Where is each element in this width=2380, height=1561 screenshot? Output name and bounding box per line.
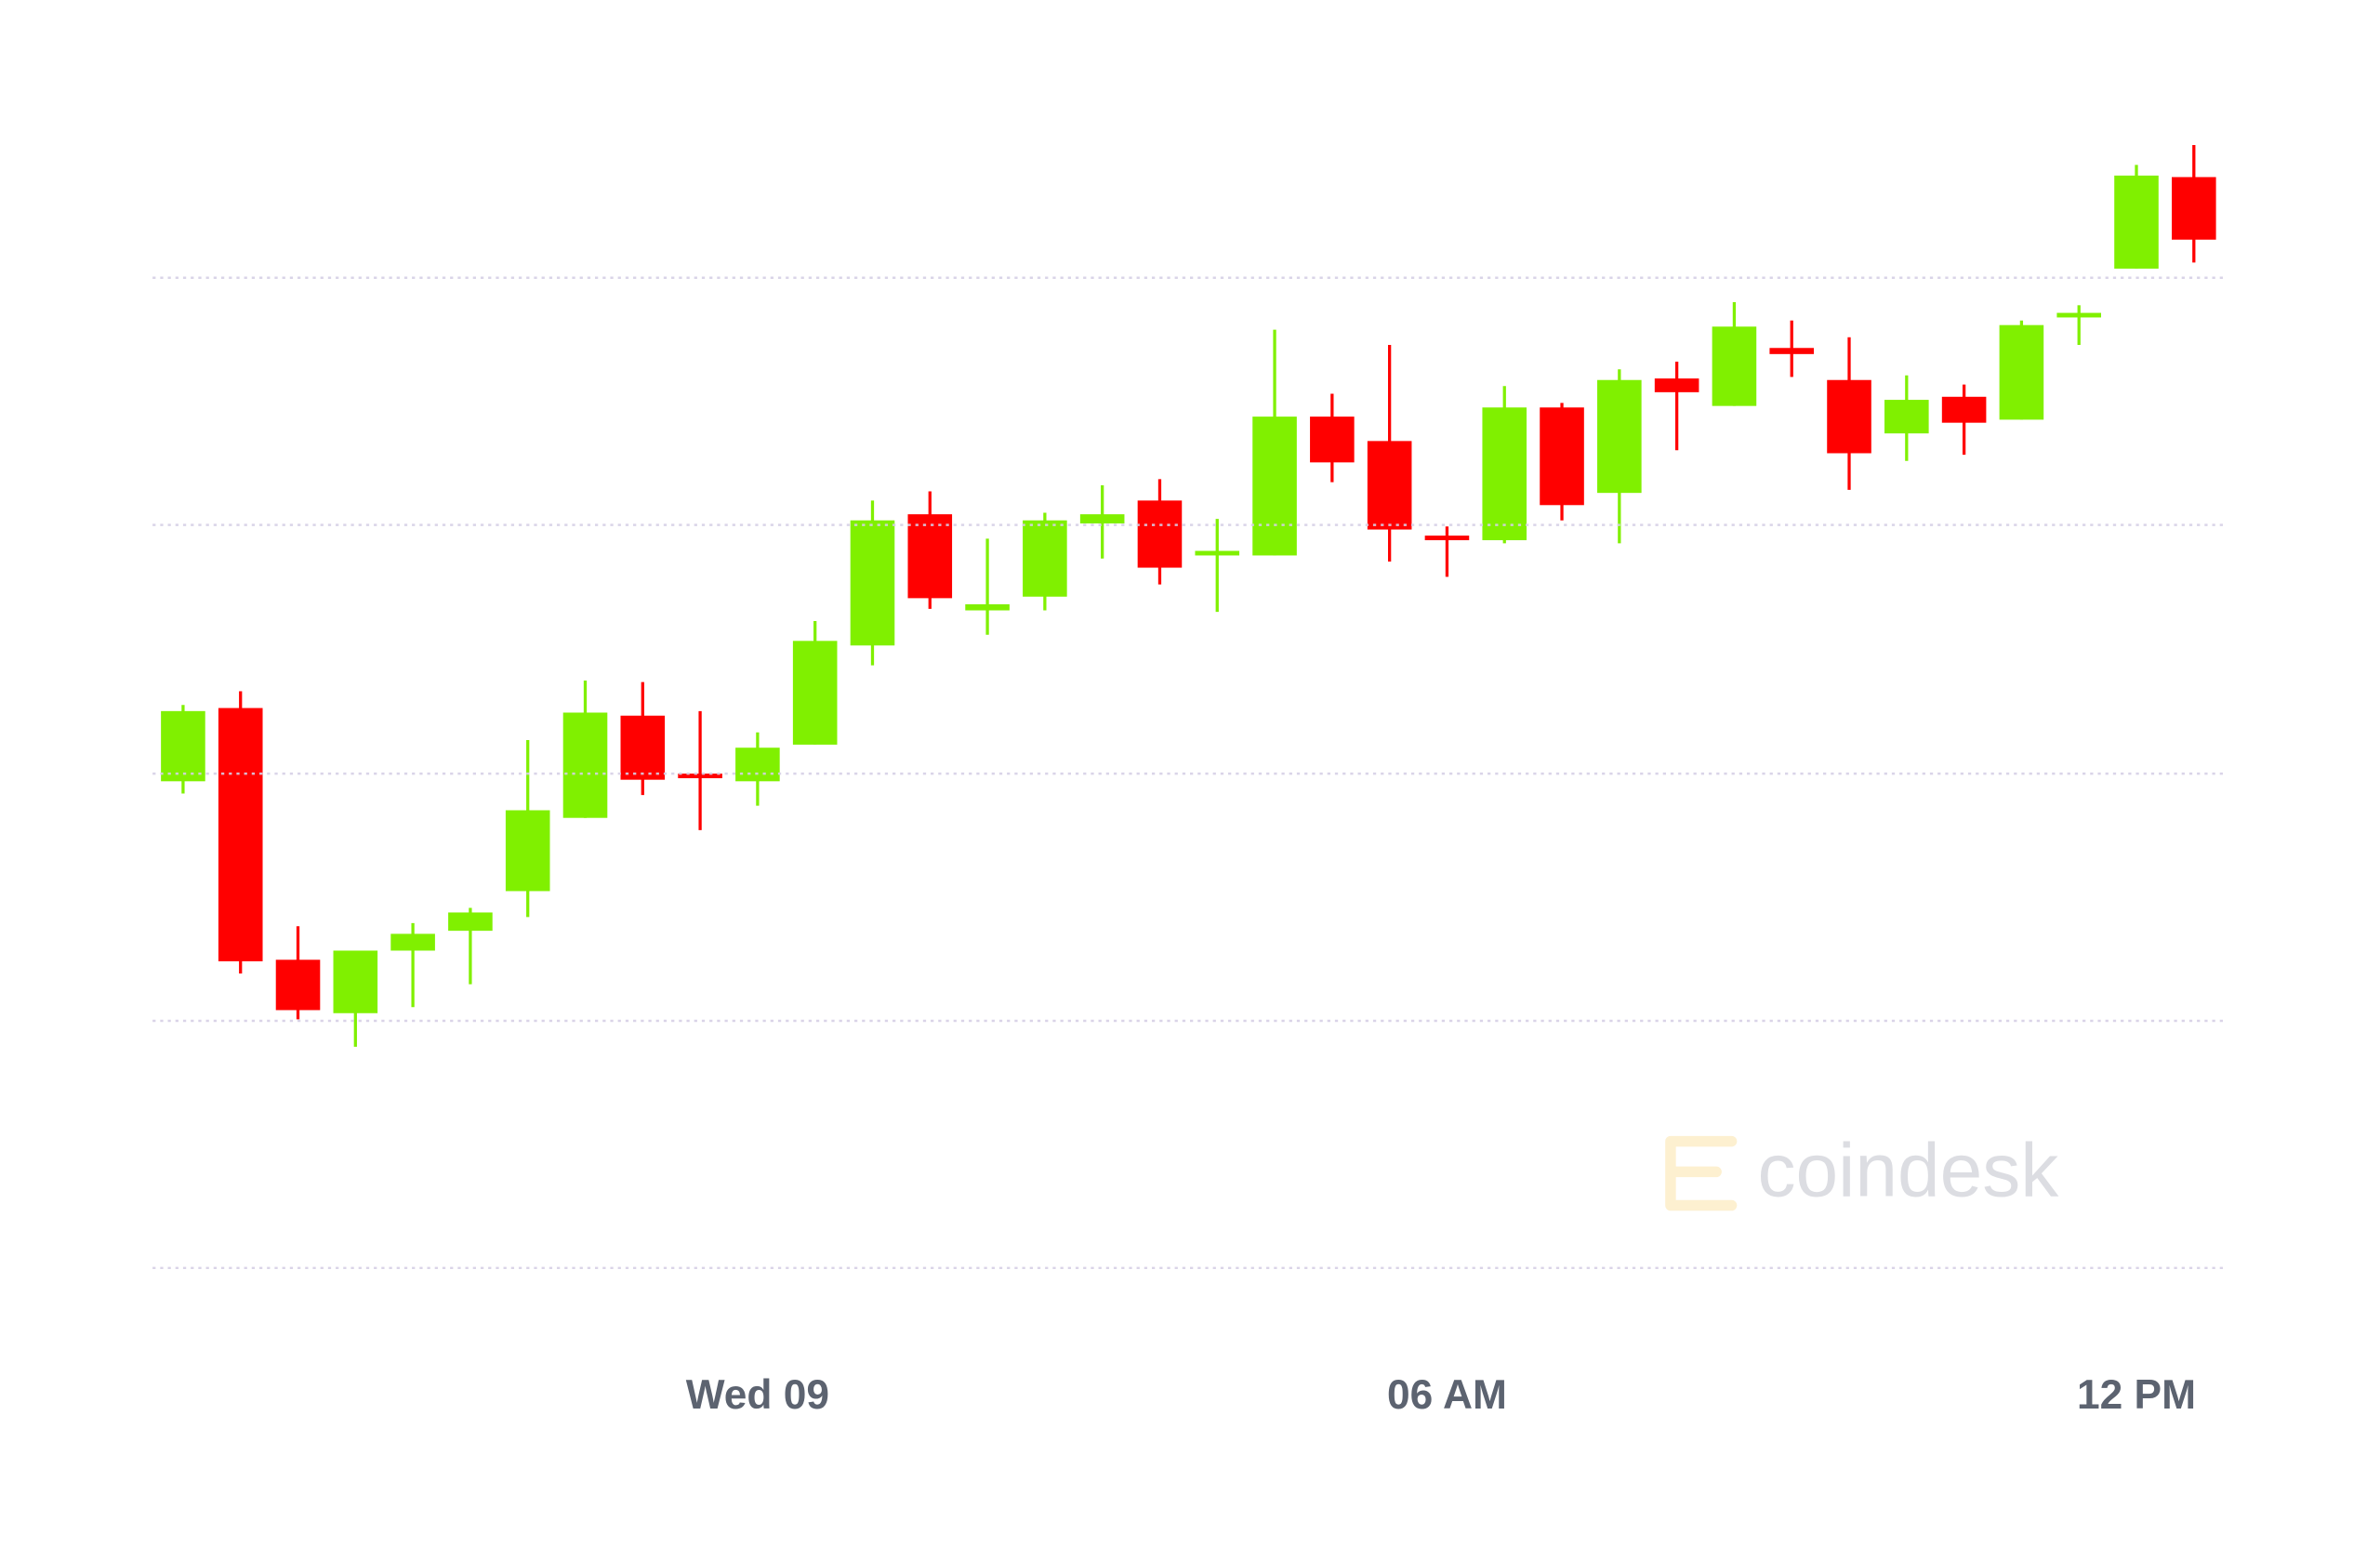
candle-body	[965, 603, 1010, 611]
candle-body	[1137, 500, 1183, 568]
candle-body	[1769, 348, 1815, 354]
candle-body	[1654, 378, 1699, 392]
logo-shape	[1665, 1135, 1738, 1211]
candle-body	[1884, 400, 1929, 434]
candle-body	[2056, 312, 2101, 318]
candle-body	[448, 912, 493, 932]
candle-body	[1195, 550, 1240, 556]
x-tick-label: Wed 09	[686, 1372, 829, 1418]
candle-body	[218, 708, 263, 961]
candle-body	[1712, 326, 1757, 406]
candle-body	[1482, 407, 1527, 541]
candle-body	[1367, 441, 1412, 530]
candle-body	[390, 933, 435, 951]
candle-body	[1310, 417, 1355, 463]
candle-body	[907, 514, 953, 599]
candle-body	[1941, 396, 1987, 423]
candle-body	[1424, 536, 1470, 541]
watermark-logo	[1665, 1135, 1738, 1211]
candle-body	[735, 747, 780, 782]
candle-body	[620, 715, 666, 780]
candle-body	[1597, 379, 1642, 494]
candle-body	[1079, 514, 1125, 523]
candle-body	[2172, 177, 2216, 240]
candle-body	[678, 774, 722, 779]
candle-body	[1999, 324, 2044, 420]
watermark-text: coindesk	[1757, 1129, 2059, 1213]
x-tick-label: 06 AM	[1387, 1372, 1507, 1418]
candle-body	[562, 712, 608, 818]
candle-body	[1827, 379, 1871, 454]
x-labels: Wed 09 06 AM 12 PM	[686, 1372, 2196, 1418]
candle-body	[850, 520, 895, 646]
candle-body	[333, 950, 378, 1013]
x-tick-label: 12 PM	[2077, 1372, 2196, 1418]
candle-body	[505, 810, 550, 892]
grid	[152, 276, 2223, 1270]
candle-body	[2114, 175, 2159, 269]
candle-body	[1252, 417, 1297, 556]
candle-body	[792, 641, 838, 745]
candles	[161, 145, 2216, 1047]
candle-body	[275, 959, 321, 1011]
candle-body	[161, 710, 205, 782]
candle-body	[1023, 520, 1067, 597]
candle-body	[1540, 407, 1584, 506]
